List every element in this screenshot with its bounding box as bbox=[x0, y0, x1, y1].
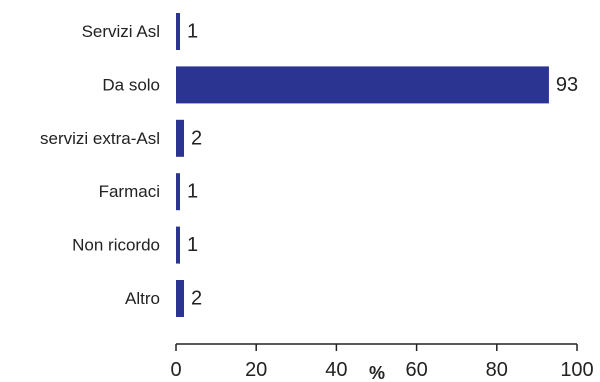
x-tick-label: 100 bbox=[560, 359, 593, 381]
value-labels: 1 93 2 1 1 2 bbox=[187, 21, 578, 310]
category-label: Non ricordo bbox=[72, 236, 160, 255]
value-label: 1 bbox=[187, 181, 198, 203]
category-label: Servizi Asl bbox=[82, 22, 160, 41]
bar-altro bbox=[176, 280, 185, 317]
category-labels: Servizi Asl Da solo servizi extra-Asl Farma… bbox=[40, 22, 160, 308]
value-label: 93 bbox=[556, 74, 578, 96]
x-tick-label: 60 bbox=[405, 359, 427, 381]
x-tick-label: 20 bbox=[245, 359, 267, 381]
bar-da-solo bbox=[176, 66, 549, 104]
x-axis-title: % bbox=[369, 363, 385, 382]
x-tick-label: 0 bbox=[170, 359, 181, 381]
value-label: 1 bbox=[187, 234, 198, 256]
bar-non-ricordo bbox=[176, 226, 181, 264]
bar-servizi-asl bbox=[176, 13, 181, 50]
bar-farmaci bbox=[176, 173, 181, 211]
category-label: Da solo bbox=[102, 75, 160, 94]
category-label: Farmaci bbox=[99, 182, 160, 201]
value-label: 2 bbox=[191, 288, 202, 310]
category-label: servizi extra-Asl bbox=[40, 129, 160, 148]
bars-layer bbox=[176, 13, 549, 317]
category-label: Altro bbox=[125, 289, 160, 308]
x-axis-ticks: 0 20 40 60 80 100 bbox=[170, 344, 594, 381]
x-tick-label: 40 bbox=[325, 359, 347, 381]
value-label: 2 bbox=[191, 127, 202, 149]
x-tick-label: 80 bbox=[486, 359, 508, 381]
bar-servizi-extra-asl bbox=[176, 119, 185, 157]
value-label: 1 bbox=[187, 21, 198, 43]
